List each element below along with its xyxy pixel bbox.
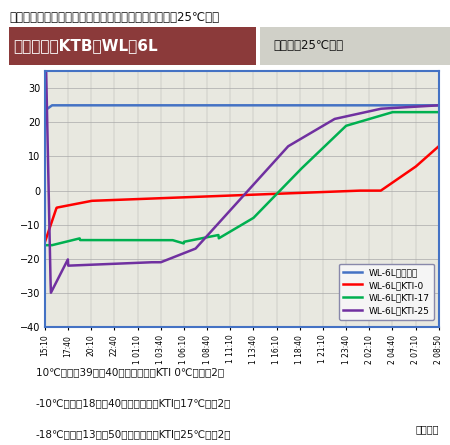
Legend: WL-6L　恒温室, WL-6L　KTI-0, WL-6L　KTI-17, WL-6L　KTI-25: WL-6L 恒温室, WL-6L KTI-0, WL-6L KTI-17, WL…: [339, 263, 434, 320]
Text: 経過時間: 経過時間: [415, 425, 439, 434]
Text: ボックス：KTB－WL－6L: ボックス：KTB－WL－6L: [14, 38, 158, 53]
Text: 10℃以下を39時間40分維持・・・KTI 0℃用　　2個: 10℃以下を39時間40分維持・・・KTI 0℃用 2個: [36, 367, 224, 377]
Text: 「キープサーモアイス」と併用した場合の保冷能力（25℃時）: 「キープサーモアイス」と併用した場合の保冷能力（25℃時）: [9, 11, 219, 24]
FancyBboxPatch shape: [9, 27, 256, 65]
FancyBboxPatch shape: [261, 27, 450, 65]
Text: -10℃以下を18時間40分維持・・・KTI－17℃用　2個: -10℃以下を18時間40分維持・・・KTI－17℃用 2個: [36, 398, 231, 408]
Text: 恒温室：25℃設定: 恒温室：25℃設定: [274, 39, 344, 52]
Text: -18℃以下を13時間50分維持・・・KTI－25℃用　2個: -18℃以下を13時間50分維持・・・KTI－25℃用 2個: [36, 429, 231, 439]
